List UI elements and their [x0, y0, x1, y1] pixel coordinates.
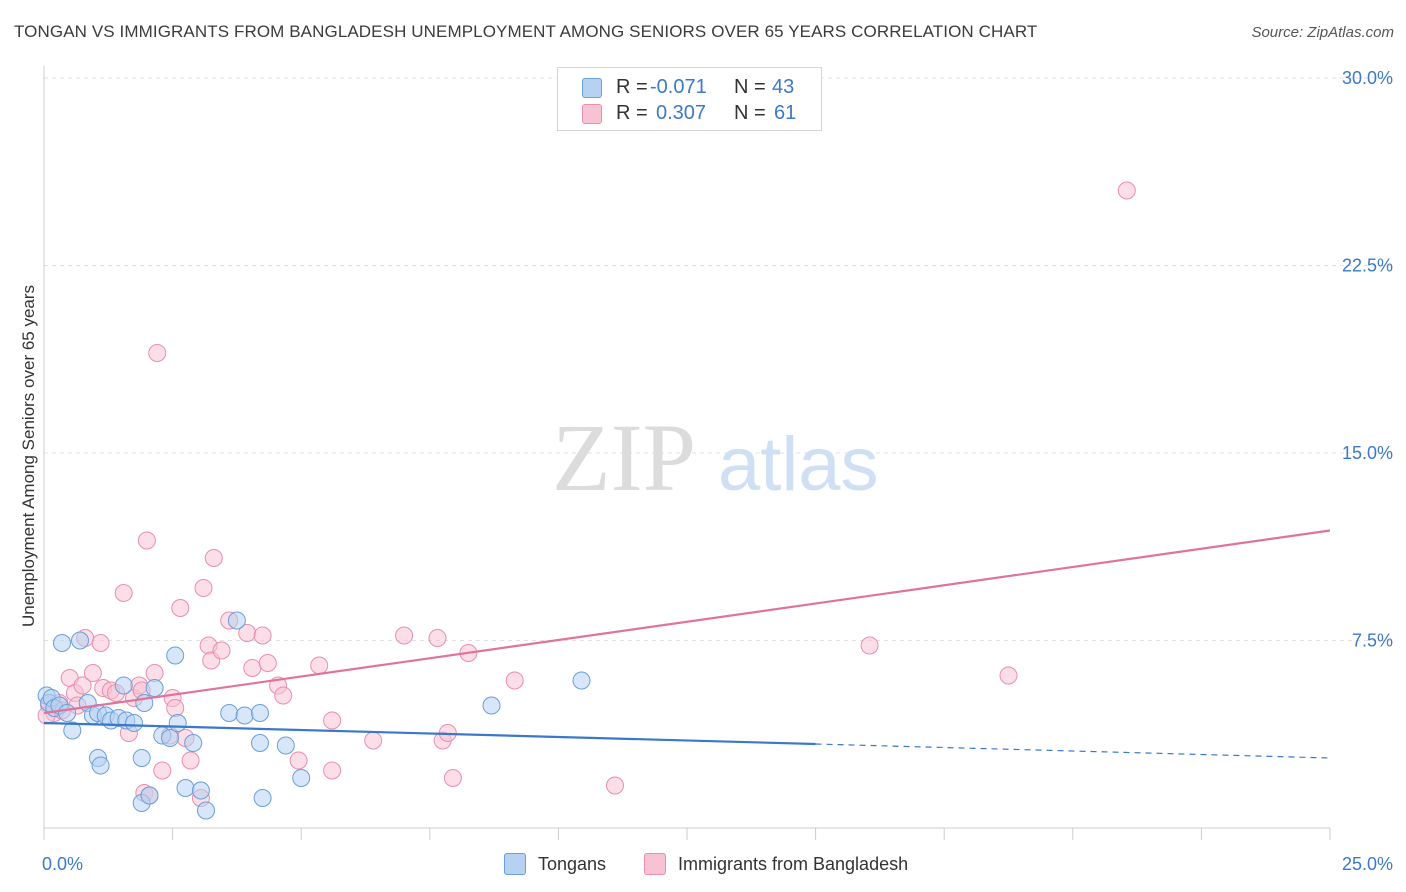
tongans-point: [220, 704, 239, 722]
tongans-point: [166, 646, 185, 665]
y-tick-label: 7.5%: [1352, 631, 1393, 651]
watermark-atlas: atlas: [718, 422, 879, 507]
legend-n-value: 43: [772, 75, 795, 98]
legend-n-value: 61: [774, 101, 797, 124]
legend-r-value: 0.307: [656, 101, 707, 124]
bangladesh-point: [860, 636, 879, 655]
grid-lines: [44, 77, 1392, 641]
tongans-point: [197, 801, 215, 820]
tongans-point: [114, 676, 133, 695]
y-tick-label: 30.0%: [1342, 68, 1393, 88]
y-axis-label: Unemployment Among Seniors over 65 years: [19, 285, 38, 627]
legend-swatch-tongans: [504, 853, 526, 875]
tongans-point: [161, 729, 179, 747]
correlation-legend: R = -0.071 N = 43 R = 0.307 N = 61: [557, 67, 822, 131]
tongans-point: [132, 749, 151, 767]
bangladesh-point: [428, 629, 447, 647]
watermark-zip: ZIP: [552, 404, 696, 511]
tongans-point: [235, 706, 254, 725]
tongans-point: [125, 714, 143, 732]
trend-lines: [43, 529, 1331, 759]
bangladesh-point: [505, 671, 524, 690]
tongans-point: [276, 736, 295, 755]
tongans-point: [71, 631, 89, 650]
watermark: ZIP atlas: [552, 404, 879, 511]
bangladesh-point: [395, 626, 414, 645]
bangladesh-point: [323, 761, 342, 780]
tongans-point: [482, 696, 501, 715]
tongans-point: [292, 769, 311, 787]
legend-r-label: R =: [616, 75, 648, 98]
bangladesh-point: [1117, 181, 1136, 200]
bangladesh-point: [310, 656, 329, 675]
legend-n-label: N =: [734, 75, 766, 98]
bangladesh-trend-line: [43, 529, 1331, 715]
chart-title: TONGAN VS IMMIGRANTS FROM BANGLADESH UNE…: [14, 22, 1038, 41]
tongans-point: [145, 679, 164, 697]
bangladesh-point: [212, 641, 231, 660]
legend-item-bangladesh: Immigrants from Bangladesh: [644, 852, 908, 876]
bangladesh-point: [114, 584, 133, 602]
bangladesh-point: [91, 634, 110, 652]
bangladesh-point: [253, 626, 272, 645]
bangladesh-point: [258, 654, 277, 672]
bangladesh-point: [137, 531, 156, 550]
source-label: Source: ZipAtlas.com: [1251, 24, 1394, 41]
bangladesh-point: [83, 664, 102, 682]
bangladesh-point: [606, 776, 624, 795]
bangladesh-point: [243, 659, 262, 677]
legend-swatch-bangladesh: [644, 853, 666, 875]
bangladesh-point: [999, 666, 1018, 685]
tongans-point: [191, 781, 210, 800]
bangladesh-point: [153, 761, 172, 780]
x-tick-label: 25.0%: [1342, 854, 1393, 874]
legend-label-tongans: Tongans: [538, 853, 607, 874]
tongans-point: [140, 786, 159, 805]
tongans-point: [251, 704, 269, 722]
legend-swatch-tongans: [582, 78, 602, 98]
bangladesh-point: [181, 751, 200, 770]
legend-swatch-bangladesh: [582, 104, 602, 124]
bangladesh-point: [364, 731, 383, 750]
scatter-points: [37, 181, 1136, 820]
bangladesh-point: [289, 751, 308, 770]
bangladesh-point: [443, 769, 462, 787]
bangladesh-point: [145, 664, 164, 682]
tongans-point: [53, 634, 71, 652]
tongans-point: [572, 671, 591, 690]
bangladesh-point: [194, 579, 213, 597]
y-tick-label: 15.0%: [1342, 443, 1393, 463]
tongans-point: [91, 756, 110, 775]
tongans-trend-line: [43, 721, 816, 746]
bangladesh-point: [148, 344, 167, 362]
tongans-point: [176, 779, 195, 797]
tongans-trend-line-extrapolated: [815, 743, 1331, 759]
x-tick-label: 0.0%: [42, 854, 83, 874]
bangladesh-point: [323, 711, 342, 730]
legend-label-bangladesh: Immigrants from Bangladesh: [678, 853, 909, 874]
tongans-point: [168, 714, 187, 732]
tongans-point: [227, 611, 246, 630]
tongans-point: [251, 734, 269, 752]
bangladesh-point: [171, 599, 190, 617]
y-tick-label: 22.5%: [1342, 256, 1393, 276]
legend-n-label: N =: [734, 101, 766, 124]
legend-r-value: -0.071: [650, 75, 707, 98]
tongans-point: [58, 704, 77, 722]
bangladesh-point: [73, 676, 92, 695]
bangladesh-point: [166, 699, 185, 717]
legend-item-tongans: Tongans: [504, 852, 606, 876]
tongans-point: [63, 721, 82, 740]
tongans-point: [253, 789, 272, 807]
bangladesh-point: [204, 549, 223, 567]
bangladesh-point: [274, 686, 293, 705]
legend-r-label: R =: [616, 101, 648, 124]
tongans-point: [184, 734, 203, 752]
tick-labels: 7.5% 15.0% 22.5% 30.0% 0.0% 25.0%: [42, 68, 1393, 874]
